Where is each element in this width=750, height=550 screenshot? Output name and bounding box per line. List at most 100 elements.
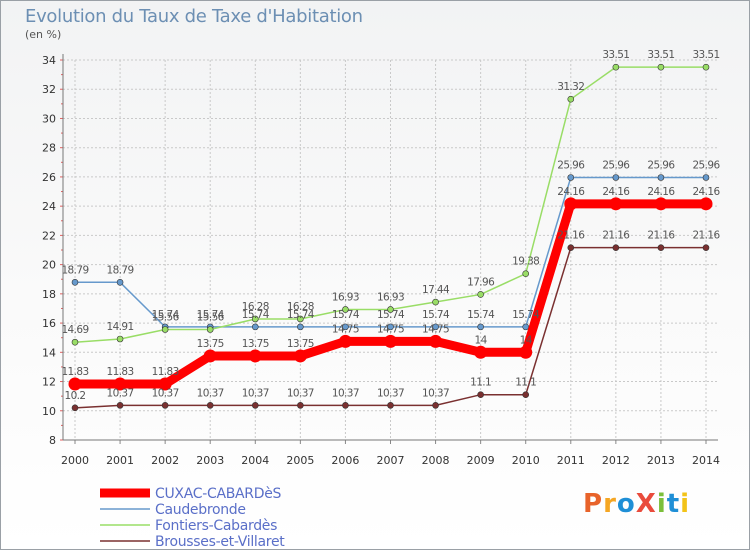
y-tick-label: 18 — [42, 288, 56, 301]
data-label: 15.56 — [197, 312, 225, 324]
data-label: 10.37 — [332, 387, 359, 399]
data-label: 10.2 — [65, 390, 86, 402]
data-label: 14.75 — [377, 323, 404, 335]
data-label: 33.51 — [647, 49, 674, 61]
data-point — [68, 377, 82, 391]
data-point — [567, 95, 575, 103]
data-point — [206, 326, 214, 333]
data-label: 18.79 — [61, 264, 88, 276]
data-point — [251, 315, 259, 323]
y-tick-label: 30 — [42, 112, 56, 125]
data-label: 25.96 — [692, 160, 720, 172]
data-point — [387, 323, 394, 331]
data-point — [474, 345, 488, 359]
logo-letter: r — [603, 489, 617, 519]
x-tick-label: 2006 — [331, 454, 359, 467]
y-tick-label: 22 — [42, 229, 56, 242]
data-point — [203, 349, 217, 363]
data-label: 10.37 — [197, 387, 224, 399]
data-point — [251, 323, 259, 331]
proxiti-logo: ProXiti — [583, 489, 690, 519]
data-point — [251, 402, 259, 409]
data-label: 25.96 — [647, 160, 675, 172]
data-label: 13.75 — [242, 338, 269, 350]
data-point — [522, 270, 530, 277]
data-label: 18.79 — [107, 264, 134, 276]
data-point — [342, 306, 349, 313]
data-point — [567, 174, 575, 181]
data-label: 25.96 — [557, 160, 585, 172]
data-label: 17.44 — [422, 284, 450, 296]
y-tick-label: 34 — [42, 54, 56, 67]
data-point — [338, 334, 352, 348]
data-point — [702, 174, 710, 181]
x-tick-label: 2009 — [467, 454, 495, 467]
data-label: 14.69 — [61, 324, 88, 336]
y-tick-label: 28 — [42, 142, 56, 155]
x-tick-label: 2011 — [557, 454, 585, 467]
x-tick-label: 2000 — [61, 454, 89, 467]
data-label: 17.96 — [467, 276, 495, 288]
data-label: 15.74 — [287, 309, 315, 321]
data-label: 10.37 — [107, 387, 134, 399]
data-label: 33.51 — [692, 49, 719, 61]
axes: 8 10 12 14 16 18 20 22 24 26 28 30 32 34 2000 2001 2002 2… — [42, 54, 720, 467]
x-tick-label: 2007 — [377, 454, 405, 467]
data-point — [384, 334, 397, 348]
data-point — [293, 349, 307, 363]
data-label: 15.74 — [422, 309, 450, 321]
data-point — [116, 402, 124, 409]
data-label: 25.96 — [602, 160, 630, 172]
logo-letter: o — [616, 489, 636, 519]
data-point — [387, 402, 394, 409]
y-tick-label: 32 — [42, 83, 56, 96]
chart-title: Evolution du Taux de Taxe d'Habitation — [25, 6, 363, 27]
data-label: 11.1 — [470, 377, 491, 389]
data-point — [522, 323, 530, 331]
data-point — [609, 197, 623, 211]
x-tick-label: 2004 — [241, 454, 269, 467]
y-tick-label: 20 — [42, 259, 56, 272]
logo-letter: i — [656, 489, 667, 519]
data-point — [519, 345, 533, 359]
series-lines — [68, 63, 713, 412]
y-tick-label: 24 — [42, 200, 56, 213]
data-label: 15.74 — [467, 309, 495, 321]
data-point — [387, 306, 394, 313]
data-label: 24.16 — [647, 186, 675, 198]
y-tick-label: 8 — [49, 434, 56, 447]
data-point — [71, 338, 79, 346]
data-label: 14 — [520, 334, 533, 346]
data-label: 33.51 — [602, 49, 629, 61]
data-label: 14.91 — [107, 321, 134, 333]
data-point — [477, 391, 484, 398]
data-label: 24.16 — [602, 186, 630, 198]
legend-label: CUXAC-CABARDèS — [155, 486, 282, 502]
data-point — [71, 404, 79, 412]
data-point — [206, 402, 214, 409]
data-point — [116, 278, 124, 286]
data-point — [297, 323, 304, 331]
data-label: 15.74 — [197, 309, 225, 321]
data-point — [432, 323, 439, 331]
x-tick-label: 2013 — [647, 454, 675, 467]
data-label: 14.75 — [332, 323, 359, 335]
data-point — [342, 323, 349, 331]
data-label: 14 — [475, 334, 488, 346]
data-label: 15.74 — [377, 309, 405, 321]
data-label: 21.16 — [602, 230, 630, 242]
data-point — [657, 244, 665, 251]
data-point — [522, 391, 530, 398]
data-point — [116, 335, 124, 343]
data-label: 21.16 — [692, 230, 720, 242]
data-label: 16.28 — [242, 301, 269, 313]
data-label: 15.74 — [512, 309, 540, 321]
data-point — [158, 377, 172, 391]
data-point — [248, 349, 262, 363]
legend-label: Caudebronde — [155, 502, 246, 518]
data-label: 24.16 — [557, 186, 585, 198]
data-point — [564, 197, 578, 211]
y-tick-label: 10 — [42, 405, 56, 418]
